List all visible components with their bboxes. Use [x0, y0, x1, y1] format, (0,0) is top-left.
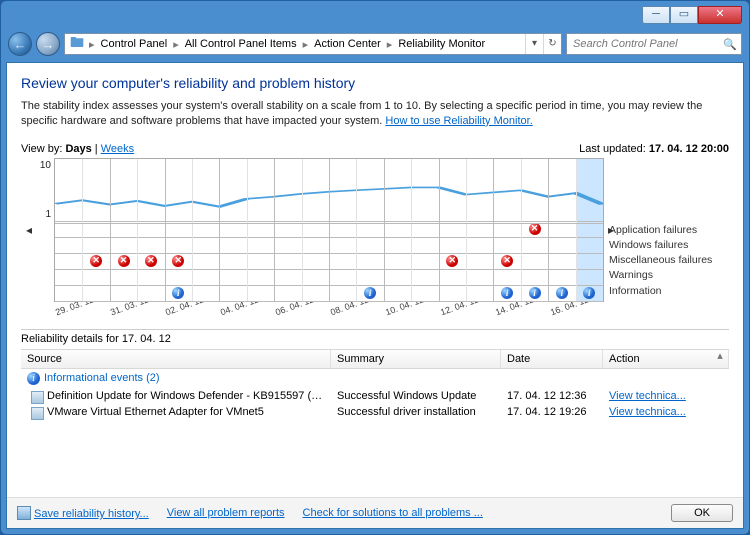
error-icon[interactable]: ✕ — [172, 255, 184, 267]
column-header[interactable]: Summary — [331, 350, 501, 368]
view-days-link[interactable]: Days — [65, 143, 91, 155]
x-axis-label: 14. 04. 12 — [494, 302, 523, 317]
location-icon: 🖿 — [69, 36, 85, 52]
close-button[interactable]: ✕ — [698, 6, 742, 24]
x-axis-label: 10. 04. 12 — [384, 302, 413, 317]
view-all-reports-link[interactable]: View all problem reports — [167, 507, 285, 519]
breadcrumb-sep-icon: ▸ — [301, 38, 311, 51]
check-solutions-link[interactable]: Check for solutions to all problems ... — [303, 507, 483, 519]
info-icon[interactable]: i — [556, 287, 568, 299]
page-title: Review your computer's reliability and p… — [21, 75, 729, 91]
cell-date: 17. 04. 12 12:36 — [501, 388, 603, 404]
group-row[interactable]: i Informational events (2) — [21, 369, 729, 388]
footer-bar: Save reliability history... View all pro… — [7, 497, 743, 528]
y-axis-top: 10 — [36, 160, 51, 171]
info-icon: i — [27, 372, 40, 385]
x-axis-label: 16. 04. 12 — [549, 302, 578, 317]
chart-scroll-left[interactable]: ◂ — [22, 158, 36, 302]
breadcrumb-item[interactable]: Action Center — [310, 38, 385, 50]
x-axis-label: 06. 04. 12 — [274, 302, 303, 317]
x-axis-label: 12. 04. 12 — [439, 302, 468, 317]
address-bar[interactable]: 🖿 ▸ Control Panel ▸ All Control Panel It… — [64, 33, 562, 55]
table-row[interactable]: VMware Virtual Ethernet Adapter for VMne… — [21, 404, 729, 420]
save-icon — [17, 506, 31, 520]
cell-source: VMware Virtual Ethernet Adapter for VMne… — [21, 404, 331, 420]
x-axis-label: 31. 03. 12 — [109, 302, 138, 317]
breadcrumb-item[interactable]: Control Panel — [97, 38, 172, 50]
info-icon[interactable]: i — [583, 287, 595, 299]
ok-button[interactable]: OK — [671, 504, 733, 522]
search-icon: 🔍 — [723, 38, 737, 51]
cell-source: Definition Update for Windows Defender -… — [21, 388, 331, 404]
window-frame: ─ ▭ ✕ ← → 🖿 ▸ Control Panel ▸ All Contro… — [0, 0, 750, 535]
column-header[interactable]: Source — [21, 350, 331, 368]
breadcrumb-sep-icon: ▸ — [385, 38, 395, 51]
details-heading: Reliability details for 17. 04. 12 — [21, 329, 729, 349]
save-history-link[interactable]: Save reliability history... — [34, 508, 149, 520]
cell-date: 17. 04. 12 19:26 — [501, 404, 603, 420]
titlebar: ─ ▭ ✕ — [6, 6, 744, 30]
maximize-button[interactable]: ▭ — [670, 6, 698, 24]
last-updated-value: 17. 04. 12 20:00 — [649, 143, 729, 155]
error-icon[interactable]: ✕ — [529, 223, 541, 235]
minimize-button[interactable]: ─ — [642, 6, 670, 24]
last-updated-label: Last updated: — [579, 143, 646, 155]
view-details-link[interactable]: View technica... — [609, 390, 686, 402]
cell-summary: Successful driver installation — [331, 404, 501, 420]
info-icon[interactable]: i — [364, 287, 376, 299]
table-row[interactable]: Definition Update for Windows Defender -… — [21, 388, 729, 404]
view-by-label: View by: — [21, 143, 62, 155]
column-header[interactable]: Action — [603, 350, 729, 368]
y-axis-bottom: 1 — [36, 209, 51, 220]
column-header[interactable]: Date — [501, 350, 603, 368]
nav-toolbar: ← → 🖿 ▸ Control Panel ▸ All Control Pane… — [6, 30, 744, 62]
breadcrumb-item[interactable]: All Control Panel Items — [181, 38, 301, 50]
x-axis-label: 08. 04. 12 — [329, 302, 358, 317]
scroll-up-icon[interactable]: ▴ — [713, 349, 727, 362]
search-input[interactable] — [571, 37, 723, 51]
chart-row-label: Miscellaneous failures — [609, 253, 721, 268]
info-icon[interactable]: i — [172, 287, 184, 299]
error-icon[interactable]: ✕ — [118, 255, 130, 267]
x-axis-label: 04. 04. 12 — [219, 302, 248, 317]
search-box[interactable]: 🔍 — [566, 33, 742, 55]
chart-row-label: Warnings — [609, 268, 721, 283]
chart-row-label: Information — [609, 284, 721, 299]
client-area: Review your computer's reliability and p… — [6, 62, 744, 529]
view-weeks-link[interactable]: Weeks — [101, 143, 134, 155]
x-axis-label: 02. 04. 12 — [164, 302, 193, 317]
refresh-button[interactable]: ↻ — [543, 34, 561, 54]
view-details-link[interactable]: View technica... — [609, 406, 686, 418]
back-button[interactable]: ← — [8, 32, 32, 56]
reliability-chart: ◂ 10 1 ✕ ✕ ✕ ✕ ✕ ✕ ✕ i i i i i i Application failure… — [21, 157, 729, 327]
address-dropdown-button[interactable]: ▾ — [525, 34, 543, 54]
chart-row-label: Windows failures — [609, 238, 721, 253]
error-icon[interactable]: ✕ — [90, 255, 102, 267]
breadcrumb-sep-icon: ▸ — [87, 38, 97, 51]
breadcrumb-sep-icon: ▸ — [171, 38, 181, 51]
cell-summary: Successful Windows Update — [331, 388, 501, 404]
breadcrumb-item[interactable]: Reliability Monitor — [394, 38, 489, 50]
help-link[interactable]: How to use Reliability Monitor. — [385, 115, 532, 127]
info-icon[interactable]: i — [501, 287, 513, 299]
details-table-header: Source Summary Date Action — [21, 349, 729, 369]
error-icon[interactable]: ✕ — [145, 255, 157, 267]
chart-row-label: Application failures — [609, 223, 721, 238]
page-description: The stability index assesses your system… — [21, 99, 729, 129]
error-icon[interactable]: ✕ — [446, 255, 458, 267]
x-axis-label: 29. 03. 12 — [54, 302, 83, 317]
forward-button[interactable]: → — [36, 32, 60, 56]
info-icon[interactable]: i — [529, 287, 541, 299]
error-icon[interactable]: ✕ — [501, 255, 513, 267]
